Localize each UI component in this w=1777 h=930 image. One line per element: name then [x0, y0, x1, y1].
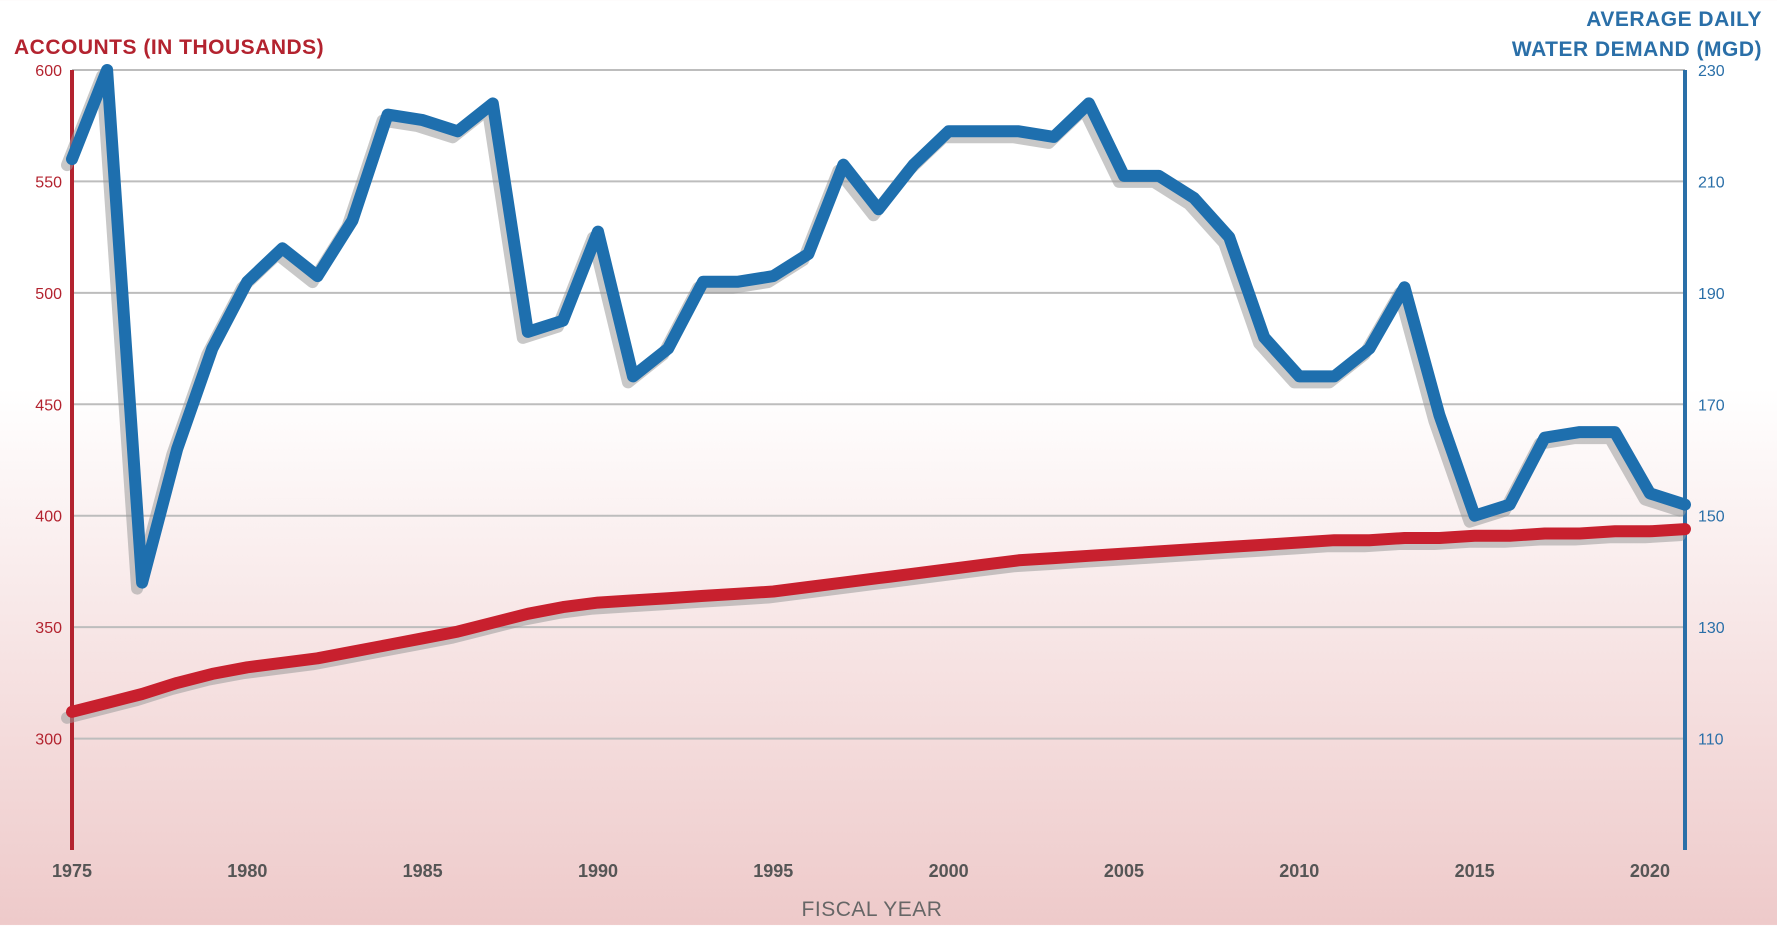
x-tick-label: 2015 — [1455, 861, 1495, 881]
x-tick-label: 1985 — [403, 861, 443, 881]
left-tick-label: 600 — [35, 63, 62, 80]
right-tick-label: 130 — [1698, 620, 1725, 637]
series-lines — [61, 64, 1691, 724]
left-tick-label: 400 — [35, 509, 62, 526]
left-tick-label: 550 — [35, 174, 62, 191]
right-tick-label: 110 — [1698, 732, 1724, 749]
left-tick-label: 300 — [35, 732, 62, 749]
left-tick-label: 350 — [35, 620, 62, 637]
right-tick-label: 150 — [1698, 509, 1725, 526]
tick-labels: 300 350 400 450 500 550 600 110 130 150 170 190 210 2… — [35, 63, 1725, 881]
demand-line-shadow — [61, 70, 1686, 595]
right-axis-title-line1: Average Daily — [1586, 8, 1762, 31]
demand-line — [66, 64, 1691, 589]
left-axis-title: Accounts (in thousands) — [14, 36, 324, 59]
x-tick-label: 1990 — [578, 861, 618, 881]
accounts-line — [66, 523, 1691, 718]
x-axis-title: Fiscal Year — [802, 898, 943, 921]
left-tick-label: 450 — [35, 397, 62, 414]
x-tick-label: 2005 — [1104, 861, 1144, 881]
right-tick-label: 230 — [1698, 63, 1725, 80]
x-tick-label: 1980 — [227, 861, 267, 881]
gridlines — [72, 69, 1685, 740]
x-tick-label: 2000 — [929, 861, 969, 881]
x-tick-label: 2020 — [1630, 861, 1670, 881]
right-tick-label: 170 — [1698, 397, 1725, 414]
x-tick-label: 1995 — [753, 861, 793, 881]
right-tick-label: 210 — [1698, 174, 1725, 191]
left-tick-label: 500 — [35, 286, 62, 303]
right-tick-label: 190 — [1698, 286, 1725, 303]
x-tick-label: 1975 — [52, 861, 92, 881]
x-tick-label: 2010 — [1279, 861, 1319, 881]
right-axis-title-line2: Water Demand (MGD) — [1512, 38, 1762, 61]
